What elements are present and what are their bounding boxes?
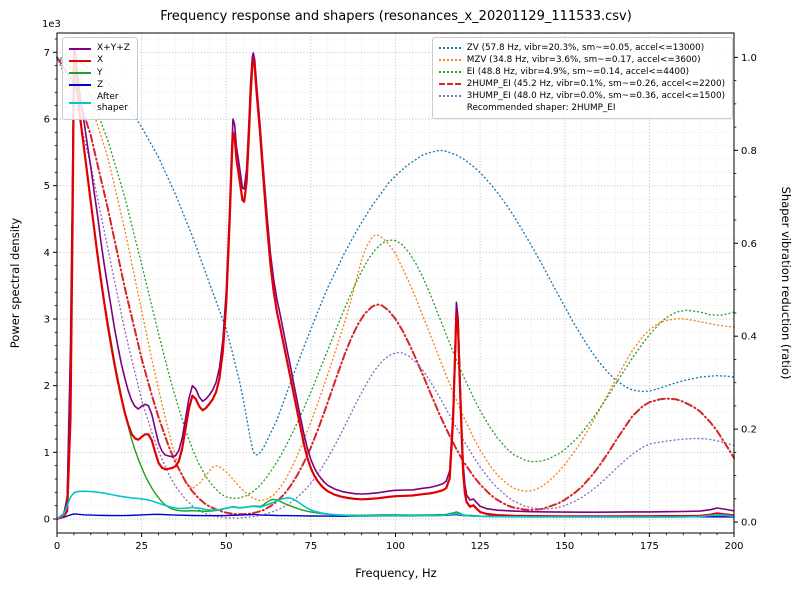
ei-line-swatch <box>438 71 461 74</box>
legend-item-ei: EI (48.8 Hz, vibr=4.9%, sm~=0.14, accel<… <box>438 67 725 78</box>
legend-item-mzv: MZV (34.8 Hz, vibr=3.6%, sm~=0.17, accel… <box>438 55 725 66</box>
legend-item-3hump-ei: 3HUMP_EI (48.0 Hz, vibr=0.0%, sm~=0.36, … <box>438 91 725 102</box>
x-axis-label: Frequency, Hz <box>355 566 436 580</box>
y-left-tick-label: 1 <box>44 448 50 459</box>
legend-item-after-shaper: After shaper <box>69 92 130 115</box>
mzv-line-swatch <box>438 59 461 62</box>
y-axis-label-left: Power spectral density <box>8 218 22 349</box>
legend-item-x: X <box>69 55 130 66</box>
3hump-ei-line-swatch <box>438 95 461 98</box>
plot-area: 0 25 50 75 100 125 150 175 200 0 1 2 3 4 5 6 7 0.0 0.2 0.4 0… <box>44 32 757 552</box>
z-line-swatch <box>69 84 91 87</box>
x-tick-label: 150 <box>555 541 574 552</box>
y-right-tick-label: 0.2 <box>741 425 757 436</box>
curve-After shaper <box>56 490 735 520</box>
x-tick-label: 175 <box>640 541 659 552</box>
x-tick-label: 75 <box>305 541 318 552</box>
x-tick-label: 0 <box>54 541 60 552</box>
after-shaper-line-swatch <box>69 102 91 105</box>
y-line-swatch <box>69 72 91 75</box>
legend-shapers: ZV (57.8 Hz, vibr=20.3%, sm~=0.05, accel… <box>431 37 733 119</box>
y-left-tick-label: 7 <box>44 48 50 59</box>
y-left-tick-label: 5 <box>44 181 50 192</box>
legend-item-z: Z <box>69 80 130 91</box>
curve-MZV <box>56 56 735 502</box>
y-left-tick-label: 4 <box>44 248 50 259</box>
curve-ZV <box>56 56 735 456</box>
legend-recommended-note: Recommended shaper: 2HUMP_EI <box>466 102 616 113</box>
legend-item-y: Y <box>69 68 130 79</box>
curve-2HUMP_EI <box>56 56 735 516</box>
y-left-tick-label: 3 <box>44 315 50 326</box>
curve-EI <box>56 56 735 500</box>
x-line-swatch <box>69 59 91 62</box>
xyz-line-swatch <box>69 47 91 50</box>
y-left-tick-label: 0 <box>44 515 50 526</box>
y-left-tick-label: 6 <box>44 115 50 126</box>
zv-line-swatch <box>438 47 461 50</box>
x-tick-label: 100 <box>386 541 405 552</box>
legend-item-2hump-ei: 2HUMP_EI (45.2 Hz, vibr=0.1%, sm~=0.26, … <box>438 79 725 90</box>
legend-item-zv: ZV (57.8 Hz, vibr=20.3%, sm~=0.05, accel… <box>438 43 725 54</box>
x-tick-label: 50 <box>220 541 233 552</box>
chart-title: Frequency response and shapers (resonanc… <box>160 9 632 24</box>
axis-offset-text: 1e3 <box>42 19 61 30</box>
y-left-tick-label: 2 <box>44 381 50 392</box>
y-right-tick-label: 1.0 <box>741 53 757 64</box>
x-tick-label: 25 <box>135 541 148 552</box>
x-tick-label: 200 <box>724 541 743 552</box>
y-right-tick-label: 0.0 <box>741 518 757 529</box>
curve-X <box>56 57 735 521</box>
y-axis-label-right: Shaper vibration reduction (ratio) <box>779 187 793 380</box>
legend-measurements: X+Y+Z X Y Z After shaper <box>62 37 138 120</box>
legend-item-xyz: X+Y+Z <box>69 43 130 54</box>
2hump-ei-line-swatch <box>438 83 461 86</box>
y-right-tick-label: 0.8 <box>741 146 757 157</box>
y-right-tick-label: 0.6 <box>741 239 757 250</box>
y-right-tick-label: 0.4 <box>741 332 757 343</box>
x-tick-label: 125 <box>471 541 490 552</box>
